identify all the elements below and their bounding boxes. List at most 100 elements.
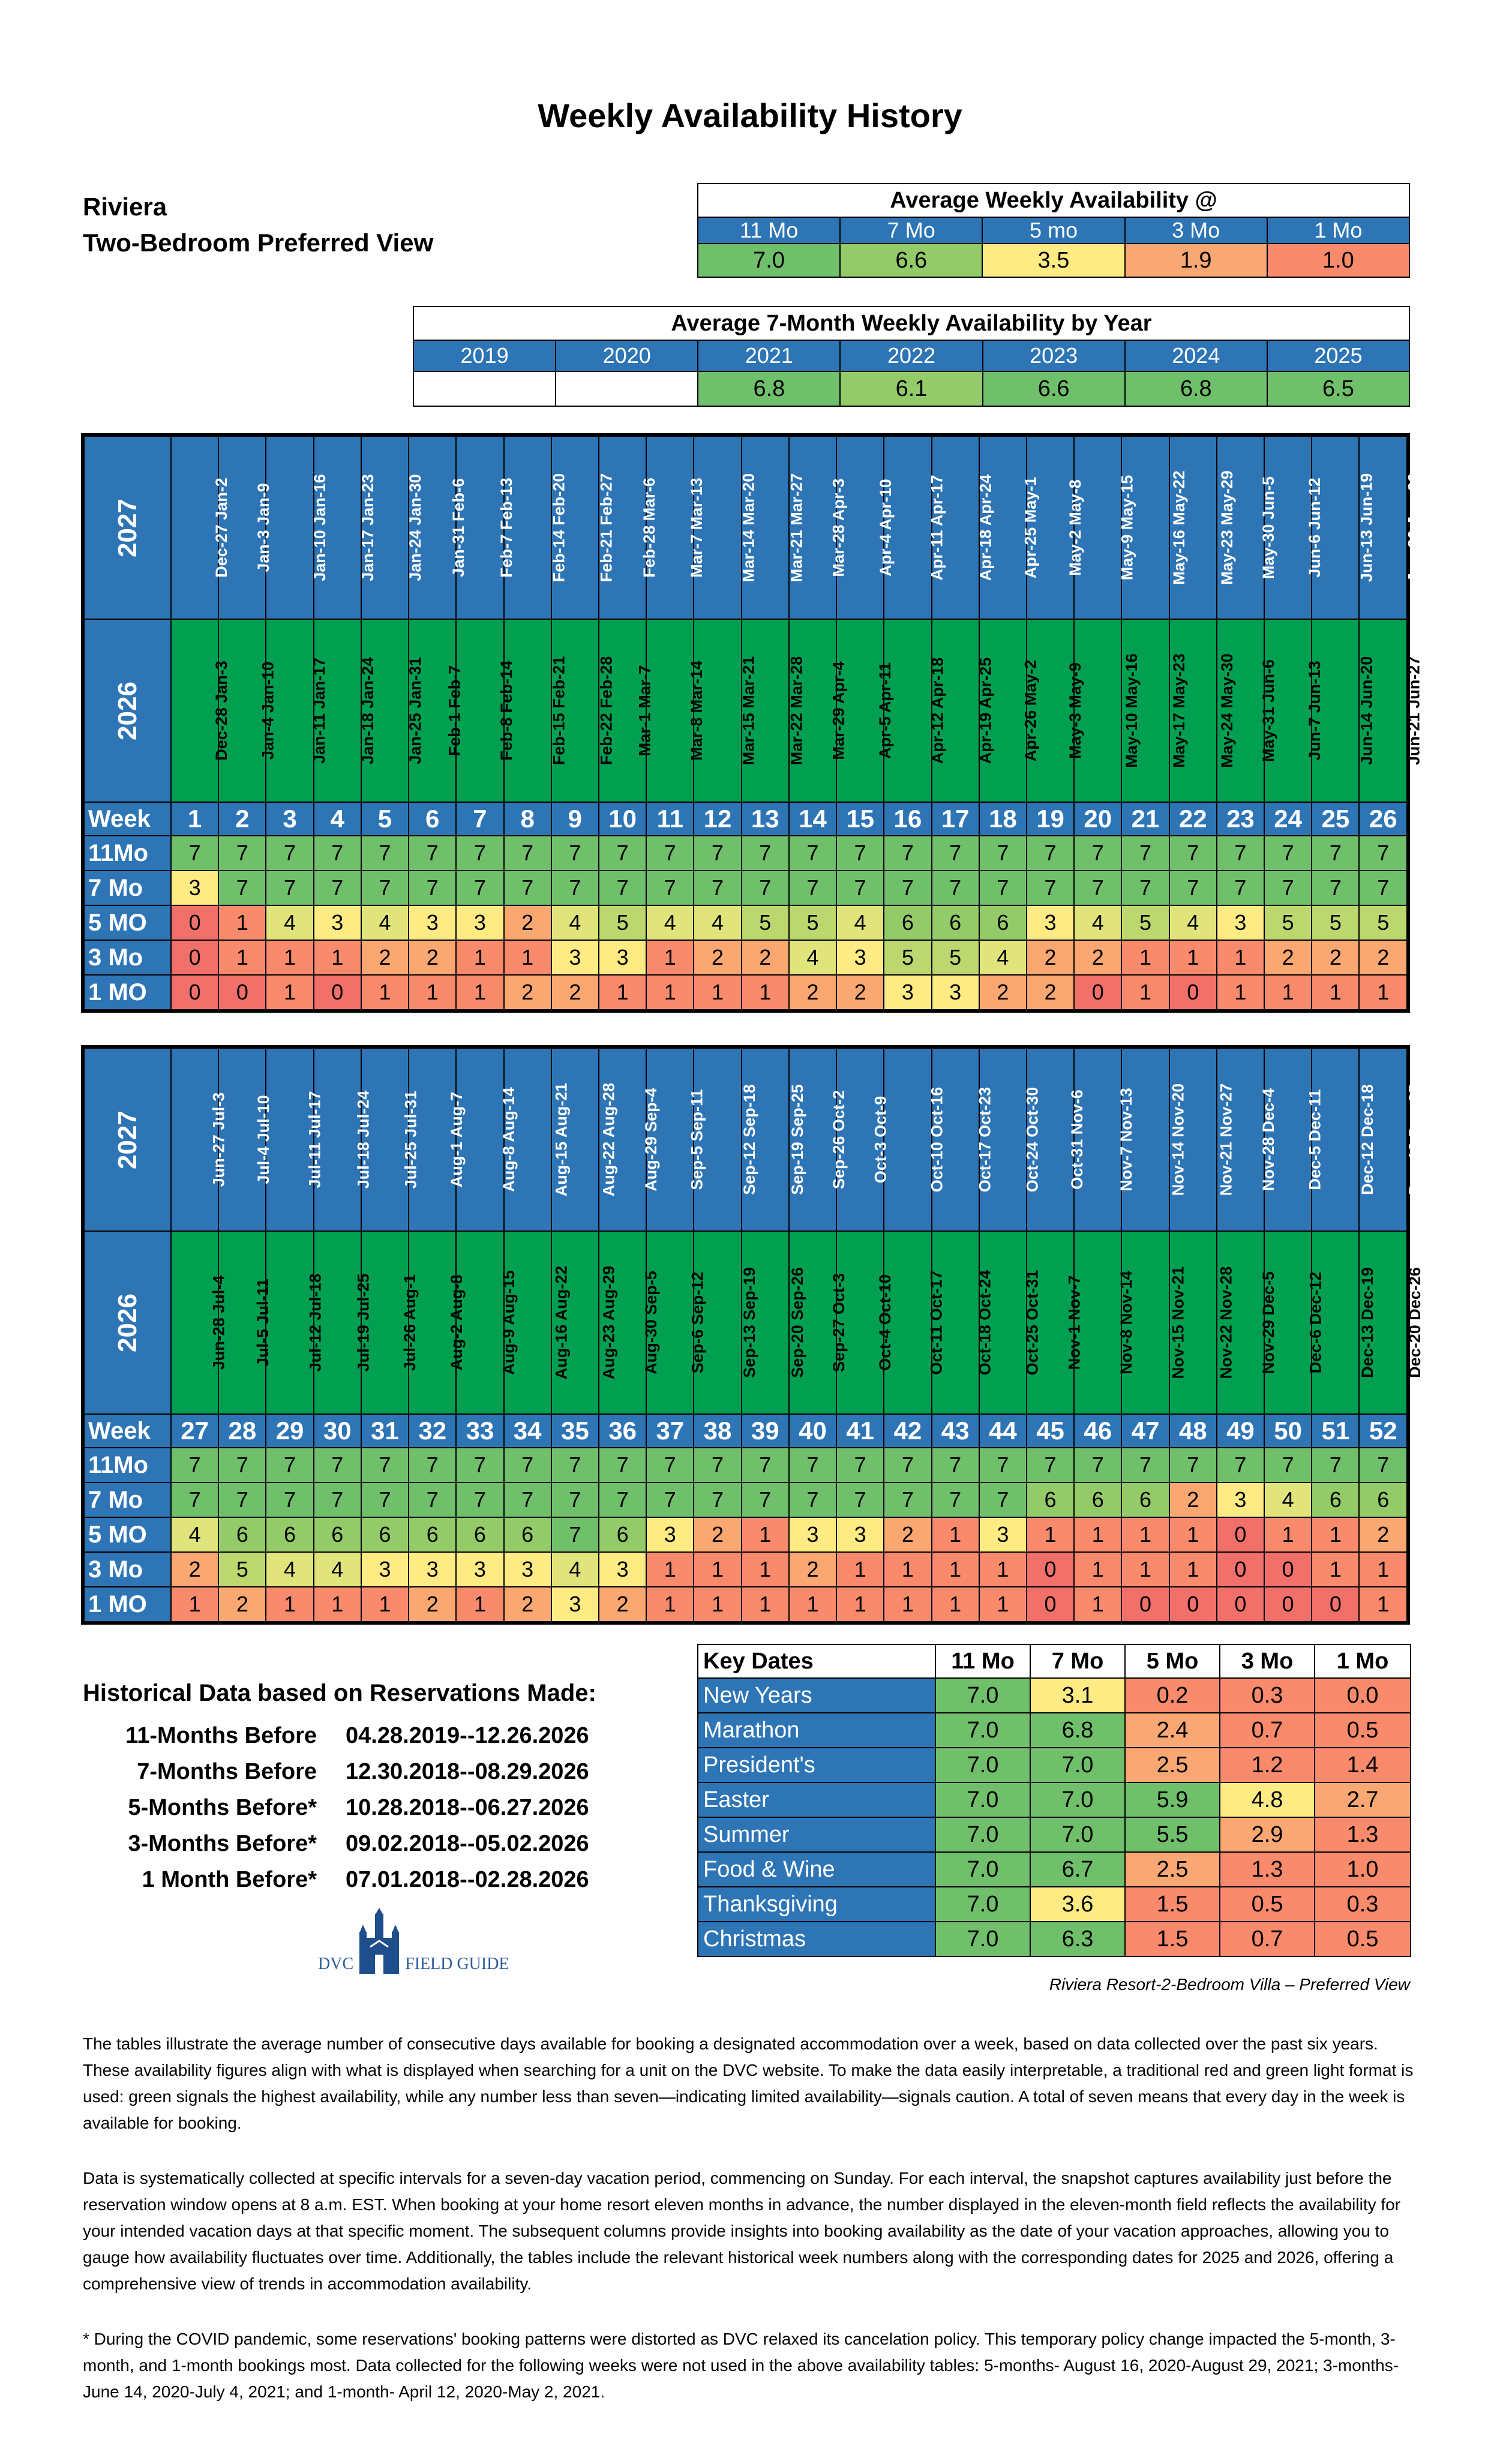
availability-cell: 5 [740,905,790,941]
year-value: 6.6 [982,371,1126,407]
availability-cell: 7 [503,870,552,906]
availability-cell: 7 [1358,870,1408,906]
availability-cell: 7 [550,1517,599,1553]
availability-cell: 1 [408,974,457,1010]
key-date-value: 0.0 [1314,1677,1411,1713]
week-dates-bottom: Feb-8 Feb-14 [455,619,515,803]
week-number: 44 [978,1413,1027,1448]
week-dates-bottom: Mar-8 Mar-14 [646,619,706,803]
week-dates-top: Oct-17 Oct-23 [931,1048,994,1232]
interval-label: 5 MO [83,1517,172,1553]
availability-cell: 3 [978,1517,1027,1553]
week-number: 3 [265,802,314,836]
castle-icon [359,1908,400,1974]
availability-cell: 7 [740,835,790,871]
week-dates-top: Jun-6 Jun-12 [1264,436,1324,620]
key-date-value: 2.5 [1124,1747,1220,1783]
week-dates-bottom: Jul-26 Aug-1 [360,1231,419,1415]
week-number: 5 [360,802,410,836]
availability-cell: 7 [1311,835,1360,871]
availability-cell: 0 [1311,1586,1360,1622]
availability-cell: 3 [313,905,362,941]
availability-cell: 1 [693,1586,742,1622]
availability-cell: 7 [360,1482,410,1518]
availability-cell: 7 [408,1482,457,1518]
key-date-value: 7.0 [1030,1747,1126,1783]
availability-cell: 2 [740,940,790,976]
key-date-value: 7.0 [935,1886,1031,1922]
availability-cell: 4 [170,1517,220,1553]
availability-cell: 6 [931,905,980,941]
week-dates-bottom: Oct-11 Oct-17 [883,1231,946,1415]
week-dates-bottom: Aug-30 Sep-5 [598,1231,660,1415]
availability-cell: 7 [503,1482,552,1518]
week-dates-top: Nov-28 Dec-4 [1216,1048,1277,1232]
availability-cell: 1 [978,1551,1027,1587]
week-dates-top: Sep-12 Sep-18 [693,1048,758,1232]
week-dates-top: Mar-7 Mar-13 [646,436,706,620]
availability-cell: 1 [503,940,552,976]
week-dates-bottom: Nov-8 Nov-14 [1073,1231,1135,1415]
availability-cell: 7 [550,835,599,871]
availability-cell: 3 [550,940,599,976]
availability-cell: 5 [1311,905,1360,941]
avg-weekly-header: 7 Mo [839,217,983,244]
key-date-value: 1.4 [1314,1747,1411,1783]
year-header: 2021 [697,340,841,372]
week-dates-top: Apr-18 Apr-24 [931,436,994,620]
week-dates-bottom: Apr-12 Apr-18 [883,619,947,803]
week-number: 51 [1311,1413,1360,1448]
availability-cell: 0 [1168,1586,1217,1622]
week-dates-bottom: Aug-23 Aug-29 [550,1231,617,1415]
availability-cell: 7 [550,870,599,906]
availability-cell: 4 [978,940,1027,976]
availability-cell: 7 [1168,1447,1217,1483]
availability-cell: 3 [598,940,647,976]
availability-cell: 7 [836,835,885,871]
availability-cell: 7 [693,1447,742,1483]
week-dates-bottom: Jul-19 Jul-25 [313,1231,372,1415]
week-number: 18 [978,802,1027,836]
week-number: 22 [1168,802,1217,836]
availability-cell: 1 [1121,1551,1170,1587]
availability-cell: 1 [1264,974,1313,1010]
availability-cell: 7 [1073,870,1123,906]
availability-cell: 7 [1121,835,1170,871]
availability-cell: 7 [1264,835,1313,871]
week-number: 40 [788,1413,838,1448]
availability-cell: 5 [1264,905,1313,941]
week-label: Week [83,1413,172,1448]
week-dates-top: May-23 May-29 [1168,436,1235,620]
availability-cell: 3 [503,1551,552,1587]
historical-row: 11-Months Before 04.28.2019--12.26.2026 [125,1722,589,1748]
year-label: 2027 [83,1048,172,1232]
availability-cell: 7 [1358,835,1408,871]
availability-cell: 7 [265,835,314,871]
key-date-value: 2.9 [1219,1817,1315,1853]
week-dates-top: Nov-21 Nov-27 [1168,1048,1235,1232]
week-dates-bottom: Oct-25 Oct-31 [978,1231,1041,1415]
availability-cell: 1 [1311,1517,1360,1553]
availability-cell: 7 [1073,1447,1123,1483]
availability-cell: 7 [1121,1447,1170,1483]
availability-cell: 7 [1216,870,1265,906]
week-dates-bottom: Feb-15 Feb-21 [503,619,568,803]
key-date-value: 0.5 [1219,1886,1315,1922]
availability-cell: 7 [313,1482,362,1518]
week-number: 39 [740,1413,790,1448]
week-dates-top: Jul-25 Jul-31 [360,1048,419,1232]
year-header: 2024 [1124,340,1268,372]
year-label: 2026 [83,619,172,803]
week-number: 45 [1025,1413,1075,1448]
availability-cell: 7 [408,835,457,871]
availability-cell: 6 [360,1517,410,1553]
year-header: 2020 [555,340,699,372]
week-dates-top: Nov-14 Nov-20 [1121,1048,1187,1232]
availability-cell: 1 [218,940,267,976]
availability-cell: 0 [1121,1586,1170,1622]
key-date-name: Food & Wine [697,1851,936,1887]
availability-cell: 6 [883,905,932,941]
availability-cell: 7 [218,1447,267,1483]
week-dates-bottom: Mar-1 Mar-7 [598,619,653,803]
availability-cell: 2 [1073,940,1123,976]
